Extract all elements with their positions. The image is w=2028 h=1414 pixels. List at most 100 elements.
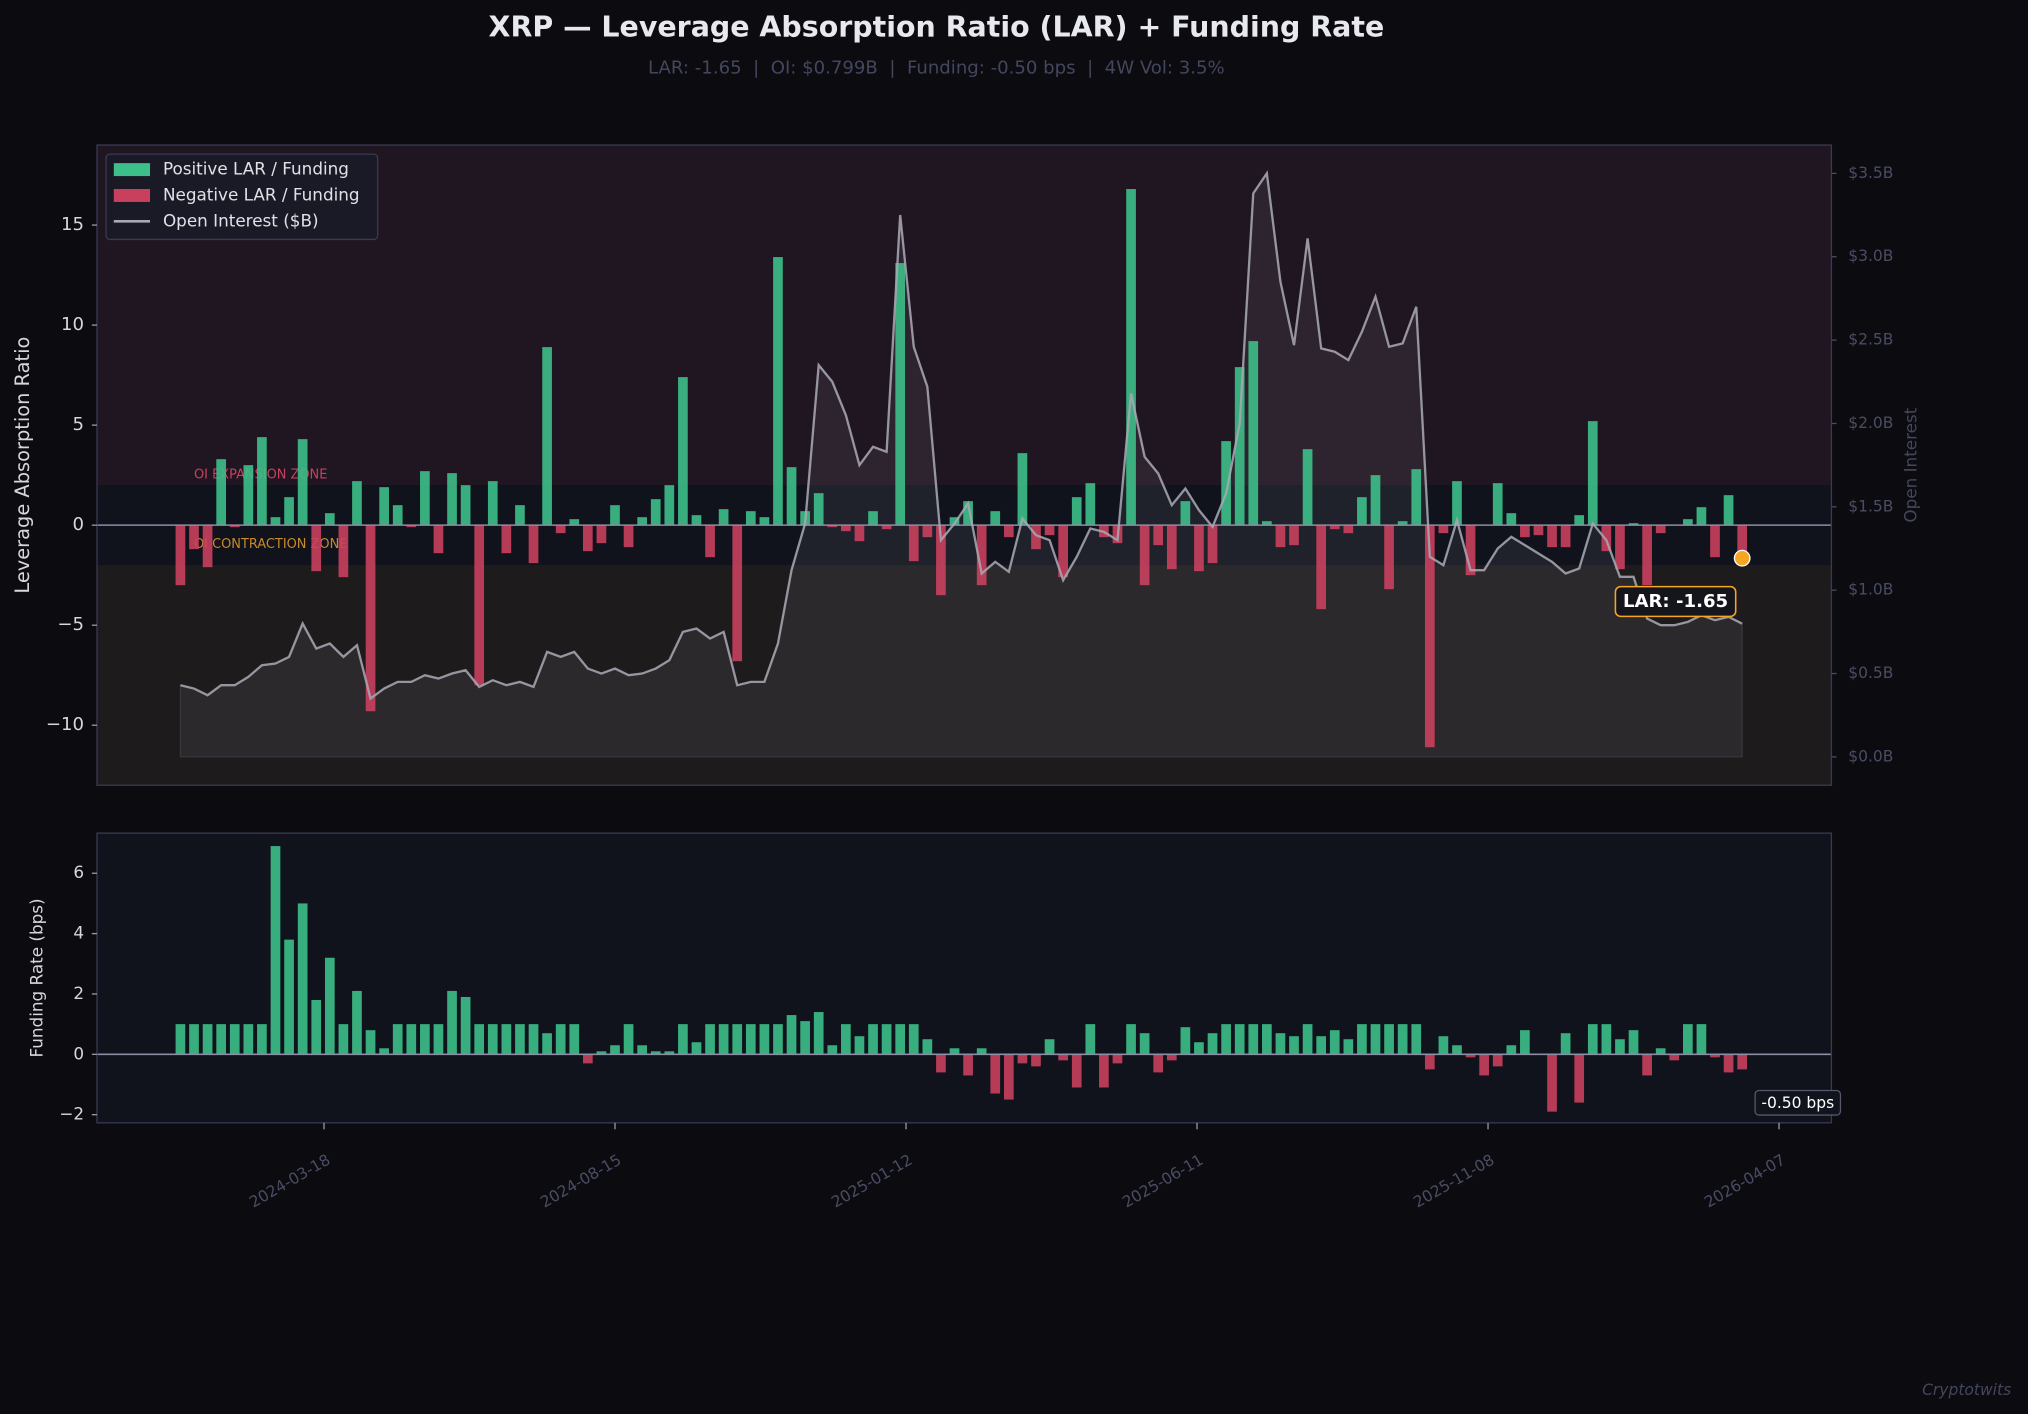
legend-label: Positive LAR / Funding (163, 159, 349, 179)
funding-bar (1438, 1036, 1449, 1055)
funding-bar (637, 1045, 648, 1055)
chart-title: XRP — Leverage Absorption Ratio (LAR) + … (489, 11, 1385, 44)
funding-bar (365, 1030, 376, 1055)
funding-bar (297, 903, 308, 1055)
funding-bar (1479, 1054, 1489, 1076)
y-tick-label: 15 (61, 214, 84, 235)
lar-bar (1601, 525, 1612, 552)
funding-bar (1099, 1054, 1109, 1088)
funding-bar (338, 1024, 349, 1055)
lar-bar (352, 481, 362, 526)
lar-bar (1357, 497, 1367, 526)
funding-bar (1112, 1054, 1123, 1064)
funding-bar (732, 1024, 743, 1055)
lar-bar (664, 485, 675, 526)
lar-bar (1710, 525, 1720, 558)
lar-bar (1533, 525, 1544, 536)
legend: Positive LAR / Funding Negative LAR / Fun… (105, 153, 379, 241)
lar-bar (1302, 449, 1313, 526)
lar-bar (1397, 521, 1408, 526)
funding-bar (1044, 1039, 1055, 1055)
funding-bar (582, 1054, 593, 1064)
lar-bar (1343, 525, 1354, 534)
funding-bar (800, 1021, 810, 1055)
funding-bar (1384, 1024, 1394, 1055)
funding-bar (447, 990, 457, 1055)
lar-bar (854, 525, 865, 542)
y2-axis-label: Open Interest (1901, 407, 1921, 522)
funding-bar (1316, 1036, 1327, 1055)
panel-frame (96, 832, 1833, 1124)
lar-bar (175, 525, 186, 586)
funding-bar (1615, 1039, 1625, 1055)
funding-bar (1710, 1054, 1720, 1058)
funding-bar (1492, 1054, 1503, 1067)
y-tick-label: −5 (57, 614, 84, 635)
lar-bar (257, 437, 267, 526)
funding-bar (1723, 1054, 1734, 1073)
lar-bar (202, 525, 213, 568)
y2-tick-label: $0.0B (1848, 747, 1893, 765)
funding-bar (243, 1024, 254, 1055)
lar-bar (1547, 525, 1557, 548)
lar-bar (1560, 525, 1571, 548)
lar-bar (189, 525, 199, 550)
funding-bar (1452, 1045, 1462, 1055)
funding-bar (949, 1048, 960, 1055)
y-tick-label: 5 (73, 414, 85, 435)
y-tick-label: 0 (73, 1043, 84, 1063)
lar-bar (1411, 469, 1422, 526)
funding-bar (202, 1024, 213, 1055)
lar-bar (460, 485, 471, 526)
funding-bar (664, 1051, 675, 1055)
lar-bar (881, 525, 892, 530)
legend-box (105, 153, 379, 241)
lar-bar (759, 517, 770, 526)
lar-bar (596, 525, 607, 544)
lar-bar (392, 505, 403, 526)
lar-bar (1153, 525, 1164, 546)
lar-bar (1003, 525, 1014, 538)
funding-bar (1248, 1024, 1259, 1055)
funding-bar (1166, 1054, 1177, 1061)
chart-subtitle: LAR: -1.65 | OI: $0.799B | Funding: -0.5… (648, 58, 1225, 79)
lar-bar (868, 511, 878, 526)
lar-bar (582, 525, 593, 552)
lar-bar (908, 525, 919, 562)
lar-bar (542, 347, 552, 526)
funding-bar (881, 1024, 892, 1055)
funding-bar (718, 1024, 729, 1055)
lar-bar (1289, 525, 1299, 546)
y2-tick-label: $3.5B (1848, 164, 1893, 182)
annotation: -0.50 bps (1761, 1094, 1834, 1112)
lar-bar (1452, 481, 1462, 526)
panel-bg (97, 833, 1832, 1123)
funding-bar (1207, 1033, 1218, 1055)
funding-bar (1302, 1024, 1313, 1055)
funding-bar (555, 1024, 566, 1055)
lar-bar (1180, 501, 1191, 526)
lar-bar (922, 525, 933, 538)
lar-bar (433, 525, 444, 554)
funding-bar (474, 1024, 485, 1055)
funding-bar (1669, 1054, 1680, 1061)
funding-bar (379, 1048, 389, 1055)
funding-bar (406, 1024, 417, 1055)
funding-bar (528, 1024, 539, 1055)
lar-bar (1587, 421, 1598, 526)
lar-bar (1221, 441, 1231, 526)
lar-bar (637, 517, 648, 526)
lar-bar (827, 525, 838, 528)
lar-bar (216, 459, 227, 526)
funding-bar (1194, 1042, 1204, 1055)
lar-bar (678, 377, 688, 526)
lar-bar (243, 465, 254, 526)
lar-bar (1628, 523, 1639, 526)
lar-bar (1194, 525, 1204, 572)
funding-bar (1587, 1024, 1598, 1055)
funding-bar (1071, 1054, 1082, 1088)
lar-bar (895, 263, 906, 526)
lar-bar (528, 525, 539, 564)
funding-bar (908, 1024, 919, 1055)
